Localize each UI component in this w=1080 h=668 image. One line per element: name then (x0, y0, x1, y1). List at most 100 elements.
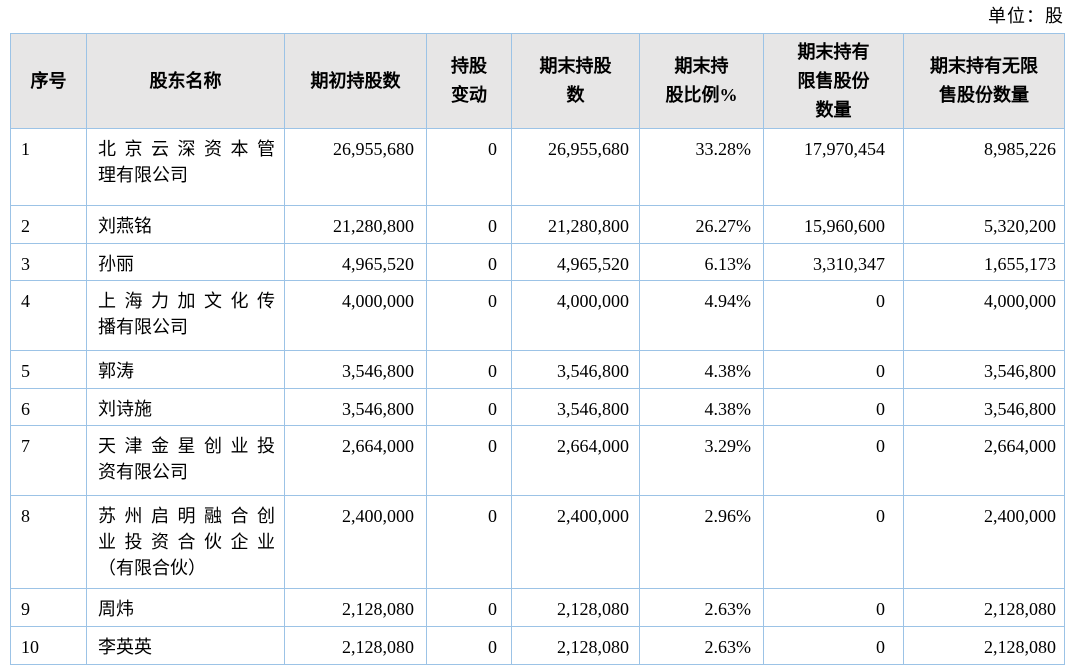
cell-begin-shares: 2,400,000 (284, 495, 427, 589)
cell-unrestricted-shares: 2,128,080 (903, 588, 1065, 627)
cell-unrestricted-shares: 3,546,800 (903, 388, 1065, 426)
cell-end-percentage: 2.96% (639, 495, 764, 589)
cell-unrestricted-shares: 8,985,226 (903, 128, 1065, 206)
cell-share-change: 0 (426, 495, 512, 589)
table-row: 10 李英英 2,128,080 0 2,128,080 2.63% 0 2,128,080 (10, 626, 1065, 665)
cell-begin-shares: 4,965,520 (284, 243, 427, 281)
cell-end-percentage: 2.63% (639, 588, 764, 627)
table-header-row: 序号 股东名称 期初持股数 持股 变动 期末持股 数期末持 股比例% 期末持有 限售股份 … (10, 33, 1065, 129)
cell-shareholder-name: 上海力加文化传 播有限公司 (86, 280, 285, 351)
cell-end-shares: 4,000,000 (511, 280, 640, 351)
cell-restricted-shares: 0 (763, 280, 904, 351)
cell-unrestricted-shares: 2,664,000 (903, 425, 1065, 496)
table-row: 1 北京云深资本管 理有限公司 26,955,680 0 26,955,680 33.28%… (10, 128, 1065, 206)
cell-end-shares: 2,128,080 (511, 588, 640, 627)
cell-end-shares: 2,664,000 (511, 425, 640, 496)
cell-share-change: 0 (426, 280, 512, 351)
table-row: 8 苏州启明融合创 业投资合伙企业 （有限合伙） 2,400,000 0 2,400,000… (10, 495, 1065, 589)
cell-share-change: 0 (426, 205, 512, 244)
header-cell-index: 序号 (10, 33, 87, 129)
shareholder-name-line: 业投资合伙企业 (98, 532, 275, 552)
shareholder-holdings-table: 序号 股东名称 期初持股数 持股 变动 期末持股 数期末持 股比例% 期末持有 限售股份 … (10, 33, 1065, 665)
cell-share-change: 0 (426, 243, 512, 281)
shareholder-name-line: 上海力加文化传 (98, 291, 275, 311)
table-row: 7 天津金星创业投 资有限公司 2,664,000 0 2,664,000 3.29% 0 2,… (10, 425, 1065, 496)
cell-share-change: 0 (426, 588, 512, 627)
cell-begin-shares: 26,955,680 (284, 128, 427, 206)
table-row: 9 周炜 2,128,080 0 2,128,080 2.63% 0 2,128,080 (10, 588, 1065, 627)
header-cell-restricted-shares: 期末持有 限售股份 数量 (763, 33, 904, 129)
cell-shareholder-name: 北京云深资本管 理有限公司 (86, 128, 285, 206)
cell-begin-shares: 4,000,000 (284, 280, 427, 351)
cell-shareholder-name: 刘燕铭 (86, 205, 285, 244)
cell-unrestricted-shares: 5,320,200 (903, 205, 1065, 244)
cell-share-change: 0 (426, 626, 512, 665)
header-cell-unrestricted-shares: 期末持有无限 售股份数量 (903, 33, 1065, 129)
cell-begin-shares: 3,546,800 (284, 350, 427, 389)
cell-index: 9 (10, 588, 87, 627)
cell-end-percentage: 33.28% (639, 128, 764, 206)
header-cell-shareholder-name: 股东名称 (86, 33, 285, 129)
unit-label: 单位：股 (988, 6, 1064, 26)
cell-shareholder-name: 刘诗施 (86, 388, 285, 426)
cell-end-percentage: 6.13% (639, 243, 764, 281)
cell-begin-shares: 2,664,000 (284, 425, 427, 496)
cell-end-shares: 3,546,800 (511, 388, 640, 426)
cell-index: 6 (10, 388, 87, 426)
cell-restricted-shares: 0 (763, 388, 904, 426)
cell-begin-shares: 3,546,800 (284, 388, 427, 426)
header-cell-end-shares: 期末持股 数 (511, 33, 640, 129)
cell-share-change: 0 (426, 388, 512, 426)
cell-index: 2 (10, 205, 87, 244)
cell-shareholder-name: 苏州启明融合创 业投资合伙企业 （有限合伙） (86, 495, 285, 589)
cell-share-change: 0 (426, 350, 512, 389)
header-cell-begin-shares: 期初持股数 (284, 33, 427, 129)
header-cell-share-change: 持股 变动 (426, 33, 512, 129)
cell-shareholder-name: 天津金星创业投 资有限公司 (86, 425, 285, 496)
cell-end-percentage: 26.27% (639, 205, 764, 244)
table-row: 2 刘燕铭 21,280,800 0 21,280,800 26.27% 15,960,60… (10, 205, 1065, 244)
cell-end-percentage: 2.63% (639, 626, 764, 665)
cell-end-percentage: 4.94% (639, 280, 764, 351)
cell-end-shares: 26,955,680 (511, 128, 640, 206)
cell-index: 5 (10, 350, 87, 389)
shareholder-name-line: 播有限公司 (98, 317, 188, 337)
cell-begin-shares: 2,128,080 (284, 626, 427, 665)
cell-restricted-shares: 15,960,600 (763, 205, 904, 244)
cell-end-shares: 2,400,000 (511, 495, 640, 589)
table-row: 4 上海力加文化传 播有限公司 4,000,000 0 4,000,000 4.94% 0 4,… (10, 280, 1065, 351)
shareholder-name-line: 资有限公司 (98, 462, 188, 482)
cell-shareholder-name: 李英英 (86, 626, 285, 665)
cell-restricted-shares: 0 (763, 350, 904, 389)
shareholder-name-line: （有限合伙） (98, 558, 206, 578)
table-row: 5 郭涛 3,546,800 0 3,546,800 4.38% 0 3,546,800 (10, 350, 1065, 389)
shareholder-name-line: 北京云深资本管 (98, 139, 275, 159)
header-cell-end-percentage: 期末持 股比例% (639, 33, 764, 129)
cell-restricted-shares: 0 (763, 495, 904, 589)
cell-end-shares: 21,280,800 (511, 205, 640, 244)
cell-share-change: 0 (426, 128, 512, 206)
cell-begin-shares: 2,128,080 (284, 588, 427, 627)
cell-index: 10 (10, 626, 87, 665)
cell-index: 1 (10, 128, 87, 206)
cell-unrestricted-shares: 2,400,000 (903, 495, 1065, 589)
shareholder-name-line: 天津金星创业投 (98, 436, 275, 456)
cell-end-percentage: 4.38% (639, 388, 764, 426)
cell-end-shares: 2,128,080 (511, 626, 640, 665)
cell-index: 4 (10, 280, 87, 351)
cell-shareholder-name: 周炜 (86, 588, 285, 627)
cell-unrestricted-shares: 3,546,800 (903, 350, 1065, 389)
cell-shareholder-name: 孙丽 (86, 243, 285, 281)
cell-end-percentage: 3.29% (639, 425, 764, 496)
cell-begin-shares: 21,280,800 (284, 205, 427, 244)
cell-restricted-shares: 0 (763, 626, 904, 665)
shareholder-name-line: 理有限公司 (98, 165, 188, 185)
cell-end-shares: 3,546,800 (511, 350, 640, 389)
cell-unrestricted-shares: 2,128,080 (903, 626, 1065, 665)
cell-end-shares: 4,965,520 (511, 243, 640, 281)
shareholder-name-line: 苏州启明融合创 (98, 506, 275, 526)
cell-shareholder-name: 郭涛 (86, 350, 285, 389)
table-row: 6 刘诗施 3,546,800 0 3,546,800 4.38% 0 3,546,800 (10, 388, 1065, 426)
cell-restricted-shares: 0 (763, 425, 904, 496)
